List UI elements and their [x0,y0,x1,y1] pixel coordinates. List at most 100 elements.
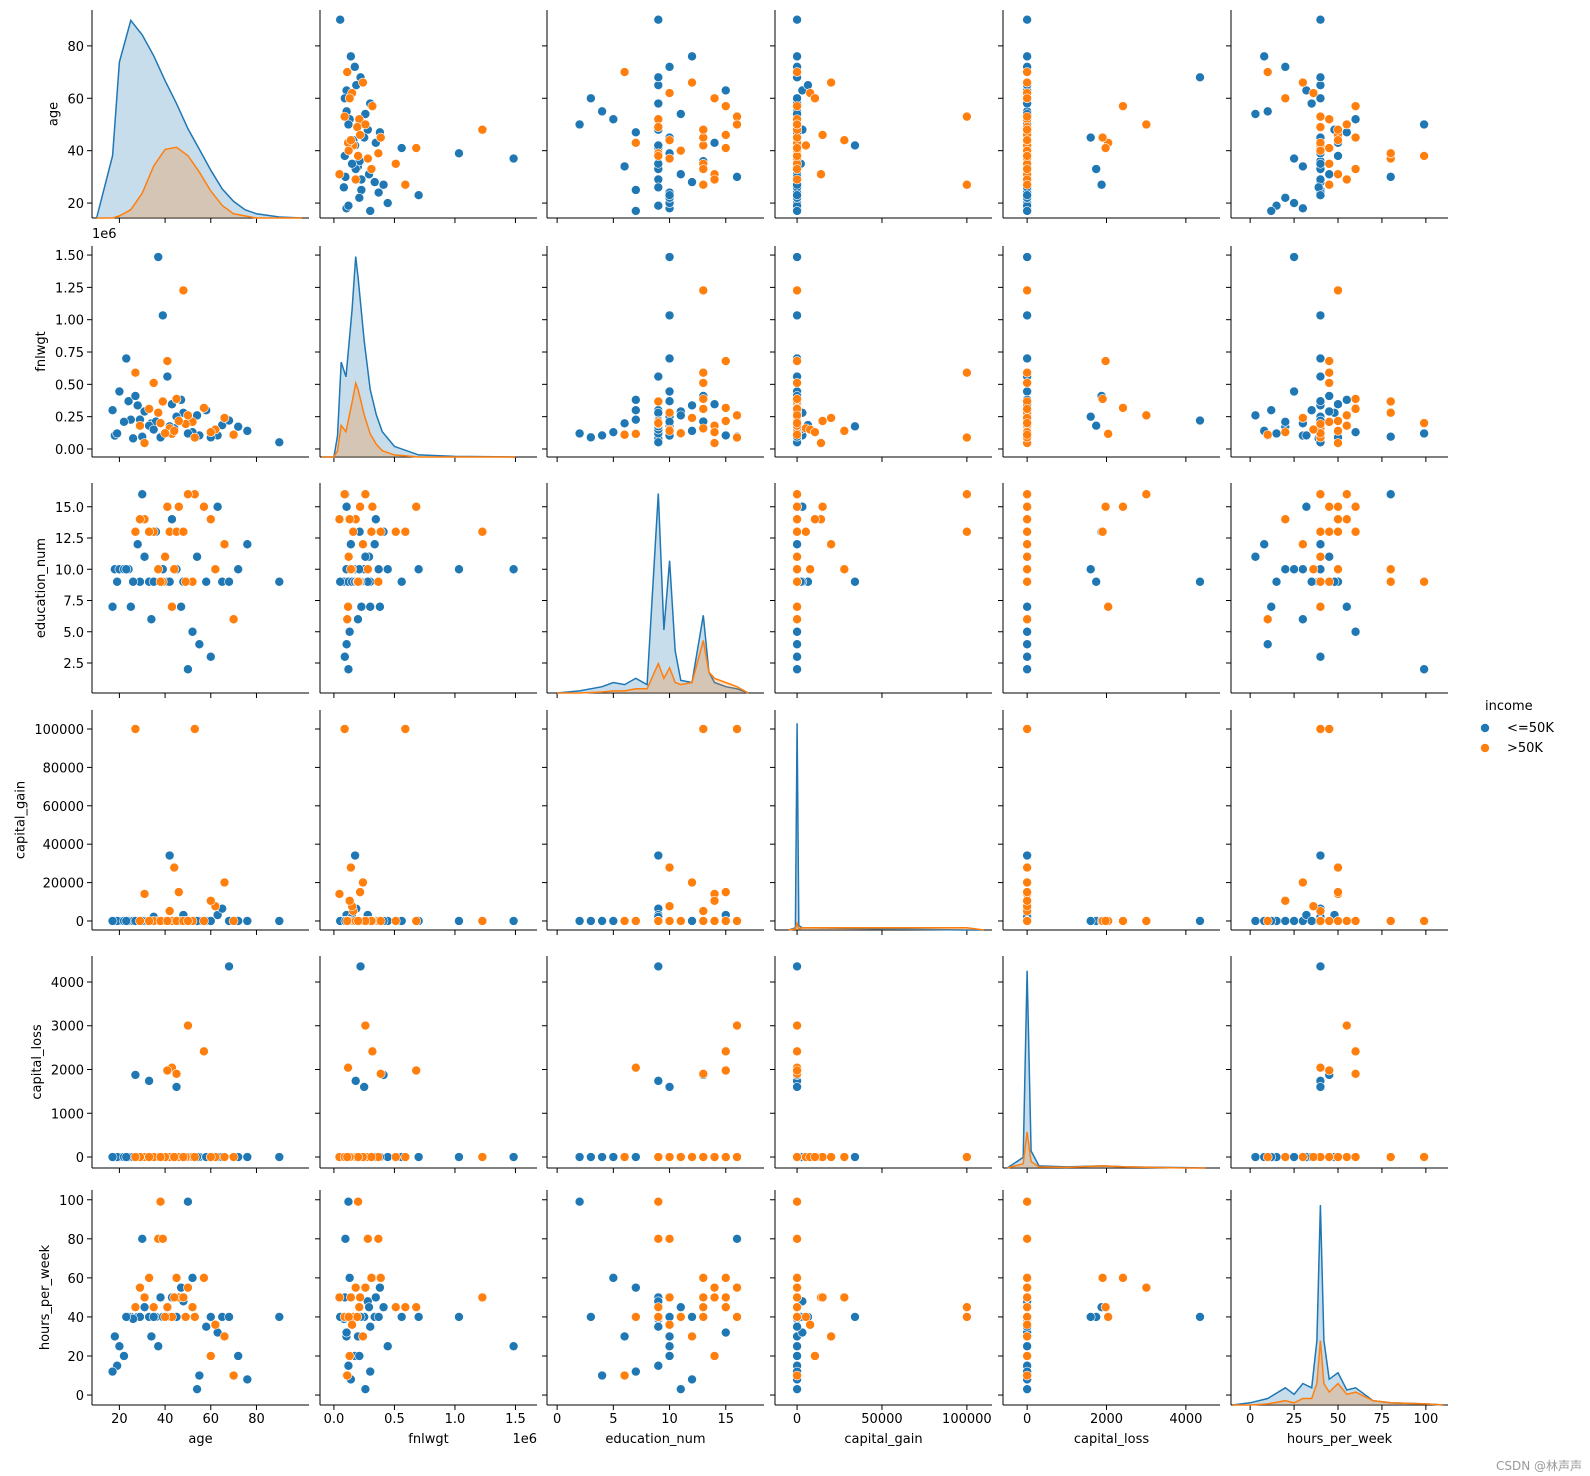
point [201,576,212,587]
point [353,1196,363,1207]
point [158,396,168,407]
point [664,1152,675,1162]
point [413,1152,424,1162]
point [359,1082,369,1092]
point [107,1152,118,1162]
point [334,169,345,180]
point [664,396,675,406]
point [709,93,720,104]
point [1315,111,1326,122]
point [1103,601,1113,612]
point [1315,122,1326,132]
point [130,1070,141,1080]
point [687,877,697,888]
point [378,179,389,190]
point [1341,174,1352,185]
x-axis-label: education_num [605,1432,705,1447]
point [335,576,345,587]
point [792,1282,802,1293]
point [1141,119,1152,130]
point [1333,514,1343,525]
point [664,916,675,926]
point [183,916,193,926]
panel: 0 50000 100000 [770,1190,992,1427]
point [1315,14,1326,25]
point [155,1152,166,1162]
point [1118,916,1128,926]
point [792,101,802,111]
point [1022,862,1032,873]
point [1091,576,1101,587]
point [631,1062,641,1073]
point [597,916,607,926]
point [366,526,377,537]
point [346,862,356,873]
point [653,1076,664,1086]
point [107,601,118,612]
point [675,410,686,421]
x-tick-label: 75 [1374,1412,1391,1427]
point [720,416,731,426]
point [242,1152,253,1162]
point [375,1282,385,1293]
kde-area [788,923,984,930]
point [1350,404,1361,414]
point [653,961,664,972]
point [1324,724,1335,734]
point [343,601,353,612]
point [1022,1302,1032,1312]
point [1022,564,1032,575]
point [792,285,802,296]
point [826,1331,836,1342]
point [653,200,664,211]
point [360,489,371,500]
point [1289,153,1299,164]
kde-area [96,20,303,219]
point [810,93,820,104]
point [1289,1152,1299,1162]
point [1333,564,1343,575]
point [826,1152,836,1162]
point [371,514,381,525]
panel: 0 25 50 75 100 [1226,1190,1448,1427]
point [364,1302,374,1312]
point [205,651,216,662]
point [720,101,731,111]
point [363,564,373,575]
point [1022,206,1032,216]
point [720,130,731,140]
point [1118,101,1128,111]
point [1022,1370,1032,1381]
point [119,417,129,427]
point [367,501,378,512]
point [586,916,596,926]
point [369,177,380,187]
point [1324,143,1335,153]
point [1341,119,1352,130]
panel: 0 1000 2000 3000 4000 [51,956,309,1173]
point [1262,67,1273,77]
point [1195,72,1205,83]
point [1141,410,1152,421]
point [454,1312,464,1322]
point [121,564,132,575]
point [135,514,145,525]
point [144,526,154,537]
point [1022,367,1032,378]
point [1250,1152,1261,1162]
point [189,724,200,734]
point [817,1292,828,1303]
point [1022,124,1032,135]
panel [1226,483,1448,698]
point [709,427,720,437]
y-tick-label: 40 [67,145,84,160]
point [732,1234,742,1244]
point [631,185,641,195]
point [792,418,802,428]
point [344,93,355,104]
point [189,432,200,443]
point [1350,101,1361,111]
point [1022,489,1032,500]
point [597,106,607,117]
point [162,916,173,926]
